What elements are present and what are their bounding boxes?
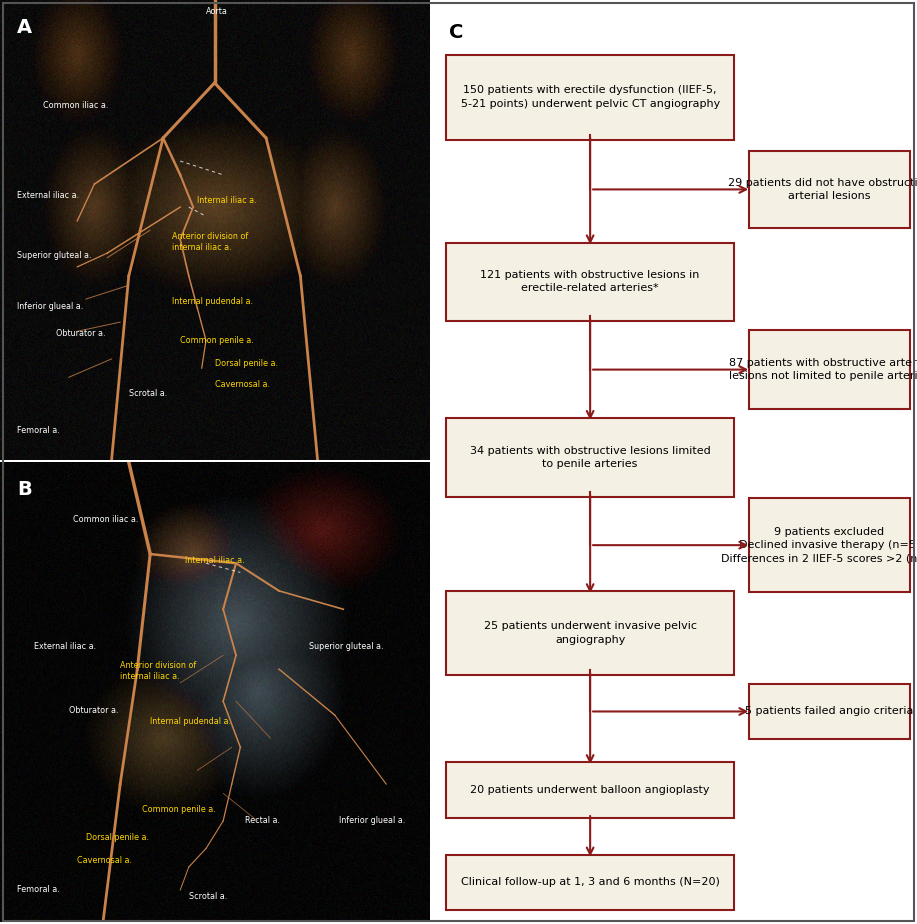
FancyBboxPatch shape bbox=[748, 151, 910, 227]
FancyBboxPatch shape bbox=[748, 498, 910, 592]
Text: Common iliac a.: Common iliac a. bbox=[43, 102, 108, 110]
Text: Inferior glueal a.: Inferior glueal a. bbox=[339, 817, 405, 825]
Text: Common iliac a.: Common iliac a. bbox=[73, 515, 138, 524]
Text: 25 patients underwent invasive pelvic
angiography: 25 patients underwent invasive pelvic an… bbox=[483, 621, 697, 645]
Text: 20 patients underwent balloon angioplasty: 20 patients underwent balloon angioplast… bbox=[470, 785, 710, 795]
FancyBboxPatch shape bbox=[447, 418, 734, 497]
Text: 9 patients excluded
Declined invasive therapy (n=5)
Differences in 2 IIEF-5 scor: 9 patients excluded Declined invasive th… bbox=[721, 527, 917, 564]
FancyBboxPatch shape bbox=[447, 591, 734, 675]
FancyBboxPatch shape bbox=[748, 684, 910, 739]
Text: Dorsal penile a.: Dorsal penile a. bbox=[215, 359, 278, 368]
Text: External iliac a.: External iliac a. bbox=[34, 641, 96, 650]
Text: Rectal a.: Rectal a. bbox=[245, 817, 280, 825]
Text: Clinical follow-up at 1, 3 and 6 months (N=20): Clinical follow-up at 1, 3 and 6 months … bbox=[460, 878, 720, 887]
Text: 5 patients failed angio criteria: 5 patients failed angio criteria bbox=[745, 707, 913, 716]
Text: 87 patients with obstructive arterial
lesions not limited to penile arteries: 87 patients with obstructive arterial le… bbox=[729, 358, 917, 382]
Text: Cavernosal a.: Cavernosal a. bbox=[215, 380, 270, 389]
Text: Anterior division of
internal iliac a.: Anterior division of internal iliac a. bbox=[171, 232, 248, 251]
Text: Dorsal penile a.: Dorsal penile a. bbox=[86, 833, 149, 842]
Text: 150 patients with erectile dysfunction (IIEF-5,
5-21 points) underwent pelvic CT: 150 patients with erectile dysfunction (… bbox=[460, 85, 720, 109]
Text: Common penile a.: Common penile a. bbox=[141, 805, 215, 814]
FancyBboxPatch shape bbox=[447, 855, 734, 910]
Text: 121 patients with obstructive lesions in
erectile-related arteries*: 121 patients with obstructive lesions in… bbox=[481, 270, 700, 294]
Text: Femoral a.: Femoral a. bbox=[17, 885, 60, 894]
Text: Femoral a.: Femoral a. bbox=[17, 426, 60, 435]
FancyBboxPatch shape bbox=[748, 331, 910, 408]
Text: Anterior division of
internal iliac a.: Anterior division of internal iliac a. bbox=[120, 662, 196, 681]
Text: Inferior glueal a.: Inferior glueal a. bbox=[17, 301, 83, 310]
Text: Obturator a.: Obturator a. bbox=[69, 706, 118, 715]
Text: Scrotal a.: Scrotal a. bbox=[128, 389, 167, 398]
Text: Cavernosal a.: Cavernosal a. bbox=[77, 856, 132, 865]
FancyBboxPatch shape bbox=[447, 762, 734, 818]
Text: Internal pudendal a.: Internal pudendal a. bbox=[171, 297, 253, 306]
Text: Internal pudendal a.: Internal pudendal a. bbox=[150, 717, 231, 726]
Text: B: B bbox=[17, 480, 32, 499]
Text: Common penile a.: Common penile a. bbox=[181, 336, 254, 345]
FancyBboxPatch shape bbox=[447, 55, 734, 140]
Text: C: C bbox=[448, 23, 463, 43]
Text: 34 patients with obstructive lesions limited
to penile arteries: 34 patients with obstructive lesions lim… bbox=[470, 445, 711, 469]
Text: Superior gluteal a.: Superior gluteal a. bbox=[17, 251, 92, 260]
FancyBboxPatch shape bbox=[447, 243, 734, 322]
Text: 29 patients did not have obstructive
arterial lesions: 29 patients did not have obstructive art… bbox=[727, 177, 917, 201]
Text: Internal iliac a.: Internal iliac a. bbox=[197, 196, 257, 205]
Text: External iliac a.: External iliac a. bbox=[17, 191, 79, 201]
Text: Aorta: Aorta bbox=[206, 7, 227, 16]
Text: Internal iliac a.: Internal iliac a. bbox=[184, 556, 244, 565]
Text: Scrotal a.: Scrotal a. bbox=[189, 893, 227, 901]
Text: A: A bbox=[17, 18, 32, 37]
Text: Superior gluteal a.: Superior gluteal a. bbox=[309, 641, 383, 650]
Text: Obturator a.: Obturator a. bbox=[56, 329, 105, 338]
